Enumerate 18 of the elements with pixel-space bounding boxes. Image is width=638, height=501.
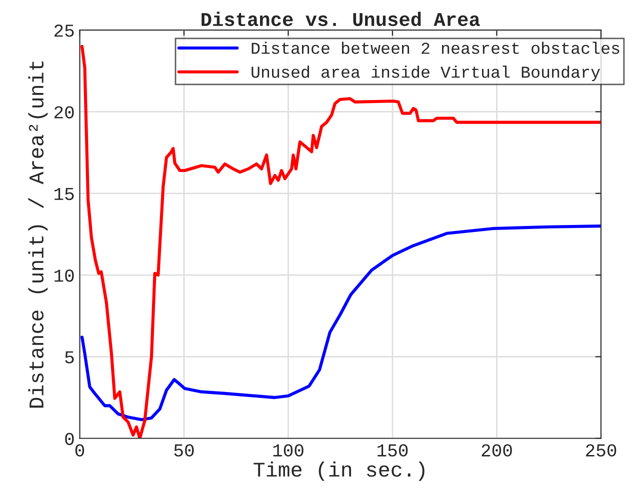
x-tick-label: 150 bbox=[378, 444, 408, 456]
y-tick-label: 0 bbox=[65, 432, 74, 446]
y-tick-label: 5 bbox=[65, 351, 74, 364]
x-tick-label: 250 bbox=[586, 444, 616, 456]
y-tick-label: 25 bbox=[54, 24, 74, 37]
line-series bbox=[80, 224, 601, 422]
y-tick-label: 15 bbox=[54, 188, 74, 200]
x-tick-label: 100 bbox=[273, 444, 304, 456]
x-tick-label: 0 bbox=[75, 444, 84, 456]
legend-label: Distance between 2 neasrest obstacles bbox=[252, 42, 620, 54]
y-tick-label: 10 bbox=[54, 270, 74, 282]
chart-title: Distance vs. Unused Area bbox=[202, 12, 480, 26]
y-tick-label: 20 bbox=[54, 106, 74, 118]
x-tick-label: 50 bbox=[174, 444, 194, 456]
x-axis-title: Time (in sec.) bbox=[254, 461, 424, 481]
legend-label: Unused area inside Virtual Boundary bbox=[252, 66, 600, 82]
y-axis-title: Distance (unit) / Area²(unit bbox=[28, 61, 48, 408]
x-tick-label: 200 bbox=[482, 444, 512, 456]
